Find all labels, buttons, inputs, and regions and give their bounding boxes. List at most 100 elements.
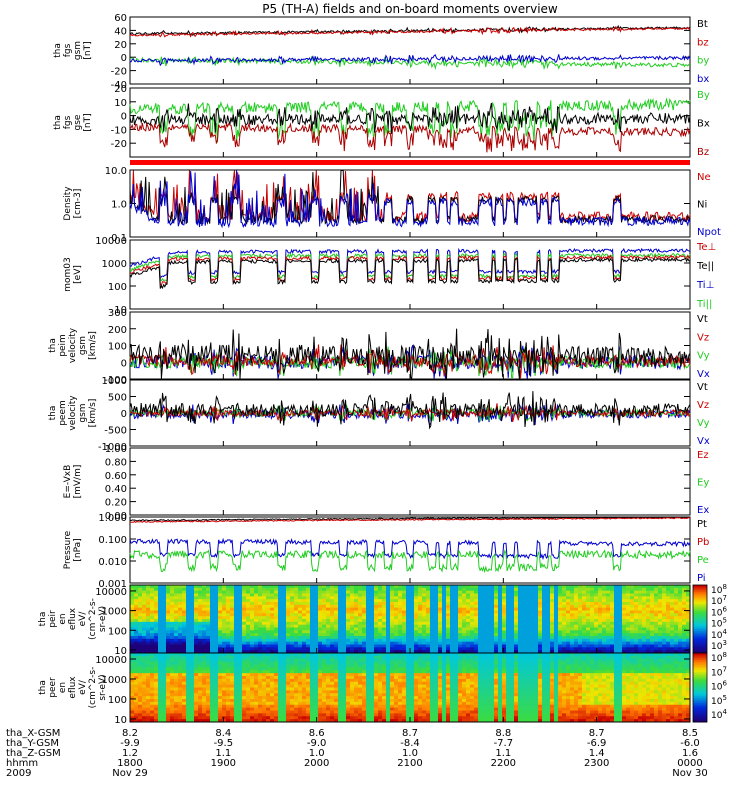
spectrogram-cell	[498, 607, 503, 611]
spectrogram-cell	[658, 644, 663, 648]
spectrogram-cell	[274, 716, 279, 720]
spectrogram-cell	[566, 650, 571, 654]
spectrogram-cell	[278, 676, 283, 680]
spectrogram-cell	[206, 636, 211, 640]
legend-entry: Vy	[697, 418, 710, 429]
spectrogram-cell	[134, 619, 139, 623]
spectrogram-cell	[170, 707, 175, 711]
spectrogram-cell	[142, 596, 147, 600]
spectrogram-cell	[238, 658, 243, 663]
spectrogram-cell	[566, 590, 571, 594]
spectrogram-cell	[474, 619, 479, 623]
spectrogram-cell	[626, 636, 631, 640]
spectrogram-cell	[418, 644, 423, 648]
spectrogram-cell	[414, 599, 419, 603]
spectrogram-cell	[410, 621, 415, 626]
spectrogram-cell	[686, 596, 691, 600]
spectrogram-cell	[154, 690, 159, 694]
spectrogram-cell	[206, 693, 211, 697]
spectrogram-cell	[410, 613, 415, 617]
spectrogram-cell	[310, 633, 315, 637]
spectrogram-cell	[322, 613, 327, 617]
y-tick-label: -1000	[98, 442, 127, 453]
spectrogram-cell	[298, 644, 303, 648]
spectrogram-cell	[286, 638, 291, 643]
spectrogram-cell	[190, 653, 195, 657]
spectrogram-cell	[150, 607, 155, 611]
spectrogram-cell	[506, 633, 511, 637]
legend-entry: Vx	[697, 436, 710, 447]
spectrogram-cell	[262, 658, 267, 663]
spectrogram-cell	[274, 590, 279, 594]
spectrogram-cell	[234, 704, 239, 709]
spectrogram-cell	[322, 719, 327, 723]
spectrogram-cell	[294, 602, 299, 606]
spectrogram-cell	[642, 604, 647, 609]
spectrogram-cell	[582, 590, 587, 594]
spectrogram-cell	[602, 647, 607, 651]
spectrogram-cell	[198, 676, 203, 680]
spectrogram-cell	[402, 641, 407, 645]
spectrogram-cell	[202, 604, 207, 609]
spectrogram-cell	[218, 590, 223, 594]
spectrogram-cell	[550, 610, 555, 614]
spectrogram-cell	[206, 681, 211, 686]
spectrogram-cell	[390, 633, 395, 637]
spectrogram-cell	[130, 655, 135, 660]
spectrogram-cell	[158, 710, 163, 714]
spectrogram-cell	[330, 676, 335, 680]
spectrogram-cell	[406, 604, 411, 609]
spectrogram-cell	[562, 604, 567, 609]
spectrogram-cell	[426, 610, 431, 614]
spectrogram-cell	[258, 693, 263, 697]
spectrogram-cell	[554, 610, 559, 614]
spectrogram-cell	[286, 687, 291, 691]
spectrogram-cell	[286, 670, 291, 674]
spectrogram-cell	[354, 690, 359, 694]
spectrogram-cell	[510, 602, 515, 606]
spectrogram-cell	[174, 619, 179, 623]
spectrogram-cell	[262, 655, 267, 660]
spectrogram-cell	[226, 633, 231, 637]
spectrogram-cell	[138, 690, 143, 694]
spectrogram-cell	[262, 713, 267, 717]
spectrogram-cell	[378, 619, 383, 623]
spectrogram-cell	[274, 667, 279, 671]
spectrogram-cell	[462, 621, 467, 626]
y-axis-label: E=-VxB	[63, 465, 73, 499]
spectrogram-cell	[150, 707, 155, 711]
spectrogram-cell	[618, 587, 623, 592]
spectrogram-cell	[494, 610, 499, 614]
spectrogram-cell	[634, 607, 639, 611]
spectrogram-cell	[254, 593, 259, 597]
spectrogram-cell	[194, 696, 199, 700]
spectrogram-cell	[310, 650, 315, 654]
spectrogram-cell	[170, 602, 175, 606]
spectrogram-cell	[418, 596, 423, 600]
spectrogram-cell	[466, 644, 471, 648]
spectrogram-cell	[278, 713, 283, 717]
legend-entry: Vz	[697, 332, 709, 343]
spectrogram-cell	[510, 593, 515, 597]
spectrogram-cell	[422, 624, 427, 628]
spectrogram-cell	[286, 621, 291, 626]
spectrogram-cell	[362, 636, 367, 640]
spectrogram-cell	[326, 678, 331, 683]
spectrogram-cell	[166, 713, 171, 717]
spectrogram-cell	[206, 627, 211, 631]
spectrogram-cell	[226, 650, 231, 654]
spectrogram-cell	[234, 693, 239, 697]
spectrogram-cell	[546, 585, 551, 589]
spectrogram-cell	[150, 613, 155, 617]
spectrogram-cell	[406, 621, 411, 626]
panel-frame-8	[129, 516, 691, 584]
spectrogram-cell	[330, 716, 335, 720]
spectrogram-cell	[214, 678, 219, 683]
spectrogram-cell	[390, 621, 395, 626]
colorbar-swatch	[693, 593, 707, 596]
spectrogram-cell	[234, 593, 239, 597]
spectrogram-cell	[130, 633, 135, 637]
spectrogram-cell	[254, 693, 259, 697]
spectrogram-cell	[238, 604, 243, 609]
spectrogram-cell	[586, 599, 591, 603]
